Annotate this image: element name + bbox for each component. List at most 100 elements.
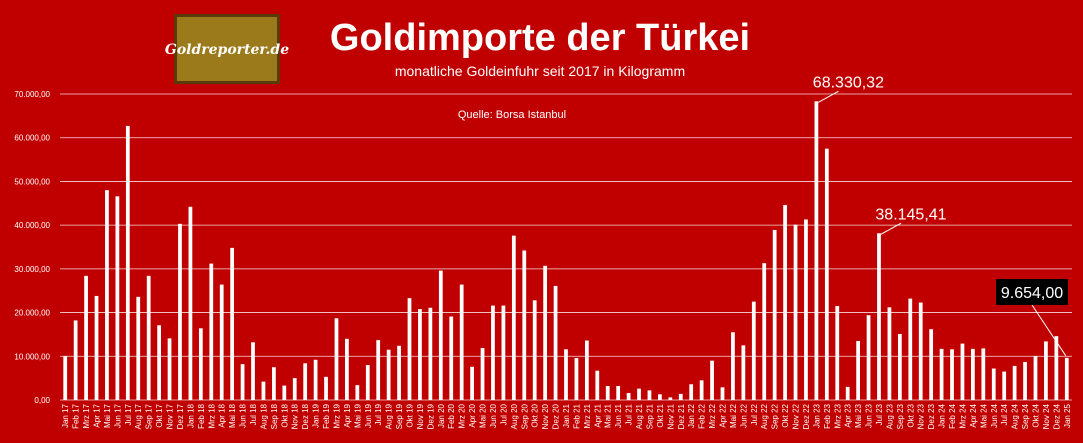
bar xyxy=(710,360,714,400)
x-tick-label: Sep 24 xyxy=(1021,403,1030,429)
bar xyxy=(303,363,308,400)
bar xyxy=(647,390,652,400)
x-tick-label: Dez 23 xyxy=(927,403,936,429)
x-tick-label: Dez 22 xyxy=(802,403,811,429)
bar xyxy=(866,315,871,400)
bar xyxy=(731,332,735,400)
logo-text: Goldreporter.de xyxy=(165,42,289,58)
bar xyxy=(491,305,495,400)
x-tick-label: Jan 25 xyxy=(1063,403,1072,428)
bar xyxy=(94,295,99,400)
x-tick-label: Mrz 19 xyxy=(332,403,341,428)
bar xyxy=(1012,365,1017,400)
y-tick-label: 70.000,00 xyxy=(14,90,50,99)
bar xyxy=(470,366,474,400)
x-tick-label: Jul 24 xyxy=(1000,403,1009,425)
x-tick-label: Jun 23 xyxy=(865,403,874,428)
x-tick-label: Aug 19 xyxy=(385,403,394,429)
x-tick-label: Aug 23 xyxy=(885,403,894,429)
bar xyxy=(397,345,401,400)
bar xyxy=(950,349,954,400)
x-tick-label: Dez 17 xyxy=(176,403,185,429)
y-tick-label: 10.000,00 xyxy=(14,352,50,361)
x-tick-label: Okt 17 xyxy=(155,403,164,427)
x-tick-label: Apr 22 xyxy=(718,403,727,427)
x-tick-label: Mai 21 xyxy=(604,403,613,428)
bar xyxy=(209,263,214,400)
bar xyxy=(428,307,433,400)
x-axis-ticks: Jan 17 Feb 17 Mrz 17 Apr 17 Mai 17 Jun 17 Jul … xyxy=(61,403,1072,429)
bar xyxy=(637,388,641,400)
x-tick-label: Jun 17 xyxy=(113,403,122,428)
x-tick-label: Jan 18 xyxy=(186,403,195,428)
x-tick-label: Aug 22 xyxy=(760,403,769,429)
bar xyxy=(699,380,704,400)
x-tick-label: Mai 22 xyxy=(729,403,738,428)
bar xyxy=(564,349,568,400)
x-tick-label: Feb 23 xyxy=(823,403,832,428)
bar xyxy=(929,329,934,400)
bar xyxy=(240,364,245,400)
bar xyxy=(532,300,537,400)
bar xyxy=(501,305,506,400)
x-tick-label: Feb 17 xyxy=(72,403,81,428)
x-tick-label: Apr 24 xyxy=(969,403,978,427)
x-tick-label: Sep 19 xyxy=(395,403,404,429)
x-tick-label: Jan 24 xyxy=(938,403,947,428)
bar xyxy=(877,233,881,400)
x-tick-label: Dez 19 xyxy=(426,403,435,429)
x-tick-label: Nov 19 xyxy=(416,403,425,429)
x-tick-label: Okt 20 xyxy=(531,403,540,427)
bar xyxy=(856,340,861,400)
bar xyxy=(751,301,756,400)
bar xyxy=(157,325,161,400)
x-tick-label: Mrz 18 xyxy=(207,403,216,428)
x-tick-label: Feb 24 xyxy=(948,403,957,428)
x-tick-label: Jul 23 xyxy=(875,403,884,425)
goldreporter-logo[interactable]: Goldreporter.de xyxy=(165,14,289,84)
bar xyxy=(918,302,923,400)
bar xyxy=(511,235,516,400)
bar xyxy=(251,342,255,400)
y-axis-ticks: 0,00 10.000,00 20.000,00 30.000,00 40.000,00… xyxy=(14,90,50,405)
x-tick-label: Aug 24 xyxy=(1011,403,1020,429)
x-tick-label: Jan 20 xyxy=(437,403,446,428)
x-tick-label: Dez 24 xyxy=(1052,403,1061,429)
x-tick-label: Feb 18 xyxy=(197,403,206,428)
x-tick-label: Mrz 22 xyxy=(708,403,717,428)
bar xyxy=(720,387,725,400)
bars xyxy=(63,101,1069,400)
y-tick-label: 20.000,00 xyxy=(14,309,50,318)
x-tick-label: Feb 19 xyxy=(322,403,331,428)
bar xyxy=(438,270,443,400)
bar xyxy=(480,347,485,400)
bar xyxy=(115,196,120,400)
annotation-leader xyxy=(818,90,839,103)
bar xyxy=(365,365,370,400)
x-tick-label: Jul 19 xyxy=(374,403,383,425)
bar xyxy=(178,223,182,400)
bar xyxy=(219,284,224,400)
x-tick-label: Apr 21 xyxy=(593,403,602,427)
x-tick-label: Jun 21 xyxy=(614,403,623,428)
annotations: 68.330,32 38.145,41 9.654,00 xyxy=(813,74,1068,357)
bar xyxy=(887,307,892,400)
x-tick-label: Jan 19 xyxy=(312,403,321,428)
bar xyxy=(971,348,975,400)
bar xyxy=(261,381,266,400)
bar xyxy=(741,345,746,400)
x-tick-label: Mai 20 xyxy=(479,403,488,428)
x-tick-label: Sep 20 xyxy=(520,403,529,429)
x-tick-label: Jan 17 xyxy=(61,403,70,428)
bar xyxy=(292,378,297,400)
bar xyxy=(449,316,454,400)
bar xyxy=(678,393,683,400)
x-tick-label: Dez 18 xyxy=(301,403,310,429)
x-tick-label: Mai 19 xyxy=(353,403,362,428)
bar xyxy=(804,219,808,400)
bar xyxy=(814,101,819,400)
x-tick-label: Jun 24 xyxy=(990,403,999,428)
annotation-label: 68.330,32 xyxy=(813,74,884,91)
bar xyxy=(783,205,787,400)
x-tick-label: Sep 17 xyxy=(145,403,154,429)
